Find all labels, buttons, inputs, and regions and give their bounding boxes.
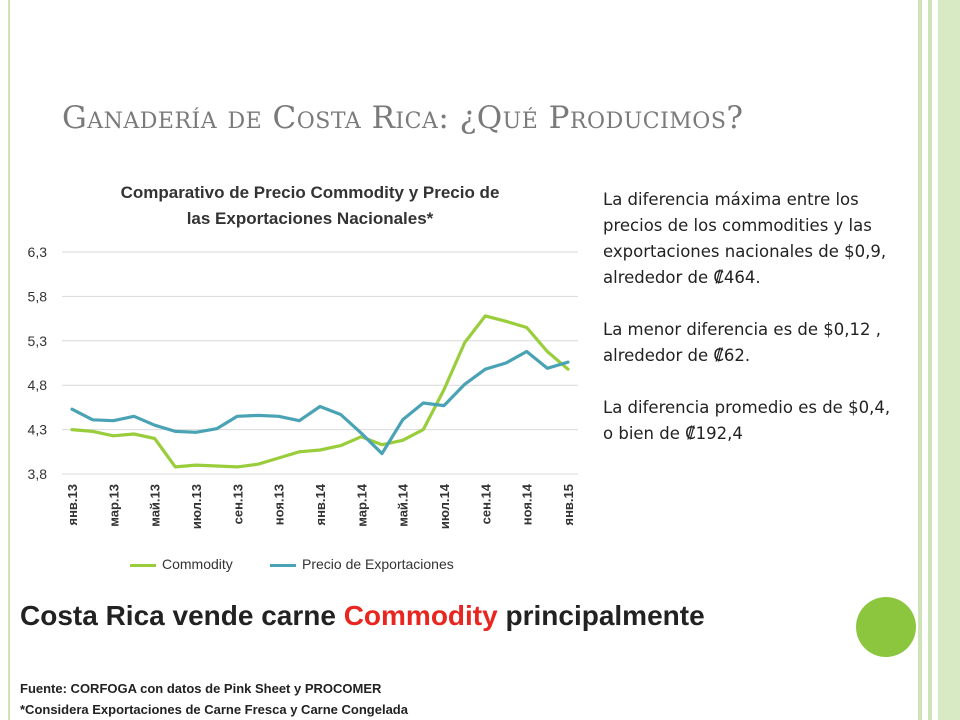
left-frame-line [8,0,10,720]
chart-title-line-2: las Exportaciones Nacionales* [186,209,434,228]
x-tick-label: сен.13 [230,484,245,524]
x-tick-label: янв.15 [561,484,576,526]
chart-title: Comparativo de Precio Commodity y Precio… [60,180,560,232]
y-tick-label: 3,8 [28,466,48,482]
x-tick-label: мар.14 [354,483,369,526]
side-text: La diferencia máxima entre los precios d… [603,187,903,473]
x-tick-label: ноя.14 [520,483,535,525]
slide-title: Ganadería de Costa Rica: ¿Qué Producimos… [62,100,744,136]
x-tick-label: май.14 [396,483,411,527]
commodity-line [70,314,570,469]
legend-exports: Precio de Exportaciones [270,556,454,572]
legend-exports-swatch [270,563,296,567]
headline: Costa Rica vende carne Commodity princip… [20,600,705,632]
y-tick-label: 5,8 [28,288,48,304]
right-frame-stripes [918,0,960,720]
headline-before: Costa Rica vende carne [20,600,344,631]
legend-commodity-label: Commodity [162,556,233,572]
x-tick-label: май.13 [148,484,163,527]
x-tick-label: июл.13 [189,484,204,529]
legend-commodity: Commodity [130,556,233,572]
x-tick-label: июл.14 [437,483,452,529]
y-tick-label: 5,3 [28,333,48,349]
side-text-min-difference: La menor diferencia es de $0,12 , alrede… [603,320,882,365]
legend-commodity-swatch [130,563,156,567]
y-tick-label: 4,3 [28,422,48,438]
exports-line [70,349,570,456]
x-tick-label: сен.14 [478,483,493,524]
footnote-line: *Considera Exportaciones de Carne Fresca… [20,702,408,717]
x-tick-label: мар.13 [106,484,121,527]
source-note: Fuente: CORFOGA con datos de Pink Sheet … [20,678,408,720]
y-tick-label: 4,8 [28,377,48,393]
side-text-max-difference: La diferencia máxima entre los precios d… [603,190,887,287]
source-line: Fuente: CORFOGA con datos de Pink Sheet … [20,681,382,696]
side-text-avg-difference: La diferencia promedio es de $0,4, o bie… [603,398,891,443]
headline-after: principalmente [497,600,705,631]
chart-title-line-1: Comparativo de Precio Commodity y Precio… [120,183,500,202]
headline-highlight: Commodity [343,600,498,631]
y-tick-label: 6,3 [28,244,48,260]
x-tick-label: ноя.13 [272,484,287,525]
x-tick-label: янв.14 [313,483,328,525]
legend-exports-label: Precio de Exportaciones [302,556,454,572]
decorative-green-circle [856,597,916,657]
x-tick-label: янв.13 [65,484,80,526]
